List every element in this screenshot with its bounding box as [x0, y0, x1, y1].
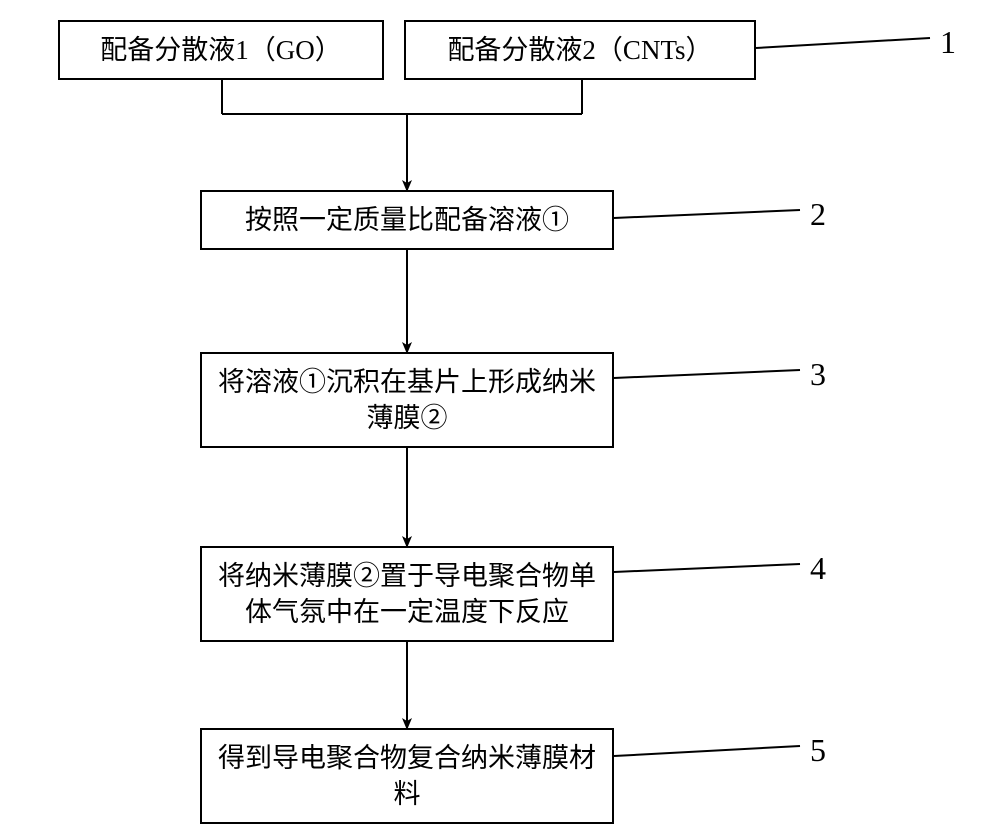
node-text: 将纳米薄膜②置于导电聚合物单体气氛中在一定温度下反应 — [212, 558, 602, 631]
node-polymer-atmosphere-reaction: 将纳米薄膜②置于导电聚合物单体气氛中在一定温度下反应 — [200, 546, 614, 642]
node-result-composite-film: 得到导电聚合物复合纳米薄膜材料 — [200, 728, 614, 824]
step-number-5: 5 — [810, 732, 826, 769]
node-text: 按照一定质量比配备溶液① — [245, 202, 569, 238]
node-text: 配备分散液1（GO） — [100, 32, 342, 68]
node-text: 得到导电聚合物复合纳米薄膜材料 — [212, 740, 602, 813]
flowchart-canvas: 配备分散液1（GO） 配备分散液2（CNTs） 按照一定质量比配备溶液① 将溶液… — [0, 0, 1000, 827]
node-text: 将溶液①沉积在基片上形成纳米薄膜② — [212, 364, 602, 437]
step-number-2: 2 — [810, 196, 826, 233]
step-number-3: 3 — [810, 356, 826, 393]
node-prepare-solution: 按照一定质量比配备溶液① — [200, 190, 614, 250]
step-number-4: 4 — [810, 550, 826, 587]
node-dispersion-2-cnts: 配备分散液2（CNTs） — [404, 20, 756, 80]
node-text: 配备分散液2（CNTs） — [447, 32, 712, 68]
node-dispersion-1-go: 配备分散液1（GO） — [58, 20, 384, 80]
node-deposit-film: 将溶液①沉积在基片上形成纳米薄膜② — [200, 352, 614, 448]
step-number-1: 1 — [940, 24, 956, 61]
